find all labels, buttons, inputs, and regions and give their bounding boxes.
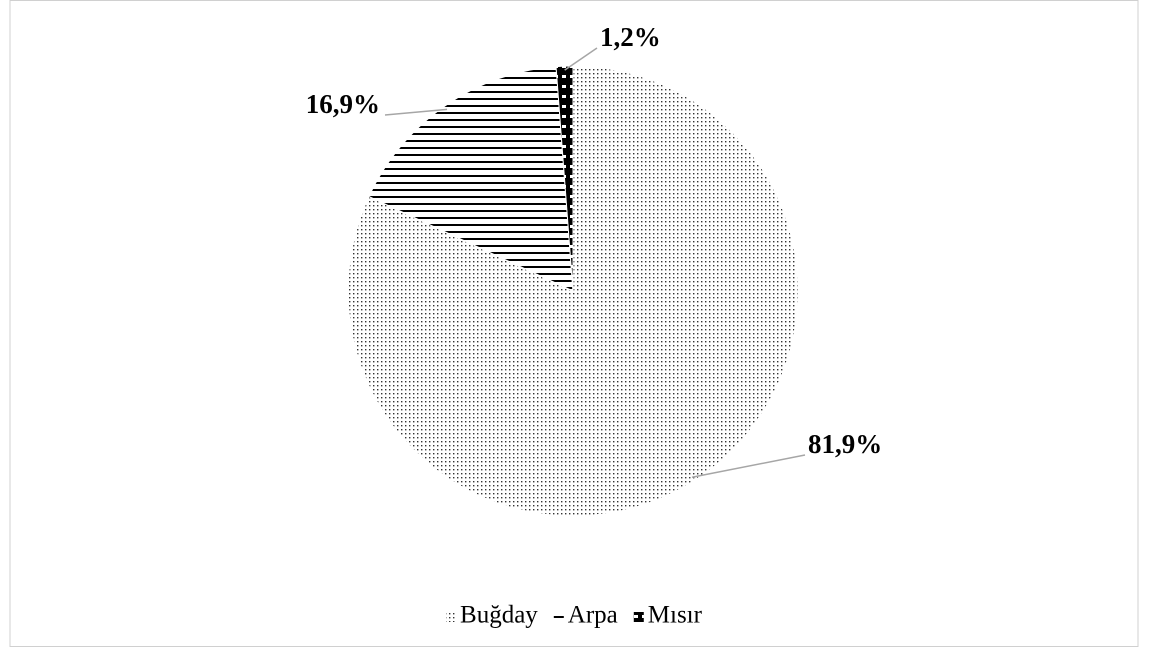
data-label: 1,2% xyxy=(600,22,661,52)
legend-label: Buğday xyxy=(460,602,538,629)
leader-line xyxy=(384,108,448,116)
legend-marker xyxy=(446,612,457,622)
leader-line xyxy=(564,47,598,71)
data-label: 81,9% xyxy=(808,429,882,459)
legend-marker xyxy=(633,612,644,622)
pie-slice xyxy=(555,65,574,292)
leader-line xyxy=(691,454,806,478)
legend-marker xyxy=(553,612,564,622)
legend-label: Mısır xyxy=(648,602,703,629)
pie-slice xyxy=(368,66,574,292)
data-label: 16,9% xyxy=(306,89,380,119)
legend-label: Arpa xyxy=(568,602,618,629)
